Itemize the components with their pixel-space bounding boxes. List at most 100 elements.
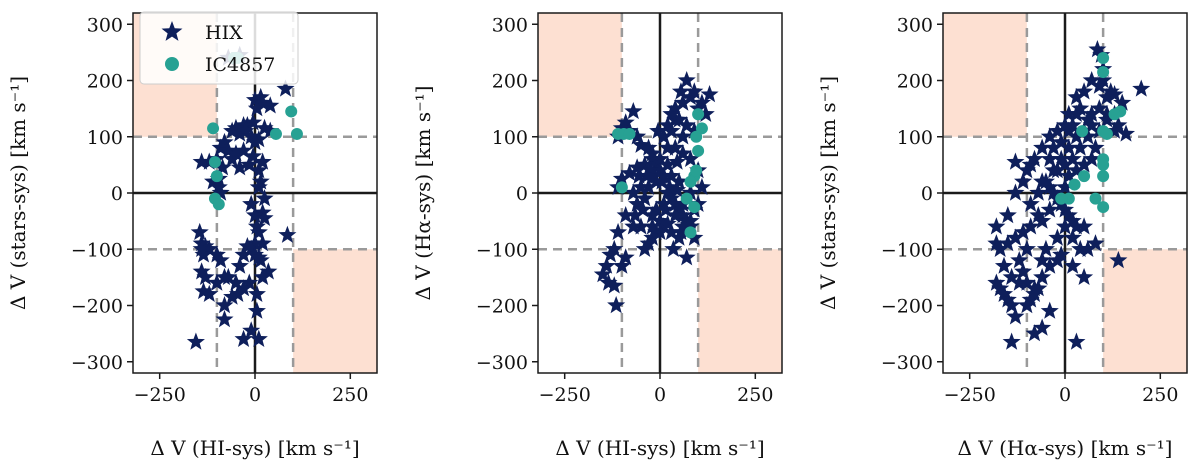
hix-star-point xyxy=(230,158,249,176)
hix-star-point xyxy=(245,234,265,252)
hix-star-point xyxy=(1052,149,1071,167)
hix-star-point xyxy=(666,138,685,156)
hix-star-point xyxy=(681,149,700,167)
hix-star-point xyxy=(192,262,211,280)
hix-star-point xyxy=(253,234,272,252)
hix-star-point xyxy=(1075,217,1094,235)
ic4857-circle-point xyxy=(208,156,221,169)
hix-star-point xyxy=(244,113,263,131)
y-tick-label: 100 xyxy=(87,127,123,149)
hix-star-point xyxy=(253,203,272,221)
hix-star-point xyxy=(251,87,270,106)
hix-star-point xyxy=(238,236,257,255)
hix-star-point xyxy=(631,217,650,235)
legend-circle-icon xyxy=(165,57,179,71)
x-tick-label: 250 xyxy=(737,384,773,406)
hix-star-point xyxy=(194,281,213,300)
ic4857-circle-point xyxy=(623,127,636,140)
ic4857-circle-point xyxy=(1097,201,1110,214)
hix-star-point xyxy=(242,321,261,339)
y-tick-label: −100 xyxy=(71,239,123,261)
hix-star-point xyxy=(639,234,658,252)
hix-star-point xyxy=(219,141,238,159)
hix-star-point xyxy=(662,189,681,207)
hix-star-point xyxy=(998,290,1017,308)
ic4857-circle-point xyxy=(1100,127,1113,140)
hix-star-point xyxy=(1101,82,1120,100)
hix-star-point xyxy=(1082,71,1101,89)
ic4857-circle-point xyxy=(212,198,225,211)
hix-star-point xyxy=(616,206,635,224)
shaded-region-bottom-right xyxy=(293,249,377,373)
hix-star-point xyxy=(1063,211,1082,229)
hix-star-point xyxy=(1033,211,1052,229)
ic4857-circle-point xyxy=(1097,158,1110,171)
shaded-region-top-left xyxy=(943,13,1027,137)
hix-star-point xyxy=(671,222,690,241)
y-tick-label: 200 xyxy=(87,71,123,93)
hix-star-point xyxy=(226,144,245,162)
hix-star-point xyxy=(700,85,719,103)
hix-star-point xyxy=(628,158,647,176)
hix-star-point xyxy=(1033,267,1052,286)
legend: HIX IC4857 xyxy=(139,11,299,85)
hix-star-point xyxy=(685,228,704,246)
hix-star-point xyxy=(1059,206,1078,224)
shaded-region-bottom-right xyxy=(1103,249,1187,373)
hix-star-point xyxy=(635,155,654,173)
hix-star-point xyxy=(637,166,656,184)
hix-star-point xyxy=(643,228,662,246)
hix-star-point xyxy=(1090,76,1109,94)
hix-star-point xyxy=(643,144,662,162)
hix-star-point xyxy=(1002,296,1021,314)
hix-star-point xyxy=(211,138,230,156)
hix-star-point xyxy=(1067,161,1086,179)
ic4857-circle-point xyxy=(210,170,223,183)
y-tick-label: 0 xyxy=(111,183,123,205)
ic4857-circle-point xyxy=(1068,178,1081,191)
panel-stars-vs-halpha: −250 0 250 −300 −200 −100 0 100 200 300 Δ V (Hα-sy… xyxy=(816,12,1188,460)
ic4857-circle-point xyxy=(690,164,703,177)
hix-star-point xyxy=(240,273,259,291)
hix-star-point xyxy=(673,127,692,145)
hix-star-point xyxy=(631,135,650,153)
hix-star-point xyxy=(234,245,253,263)
y-axis-label: Δ V (Hα-sys) [km s⁻¹] xyxy=(411,86,435,301)
hix-star-point xyxy=(242,194,261,212)
legend-label-ic4857: IC4857 xyxy=(205,54,275,76)
y-tick-label: −300 xyxy=(881,352,933,374)
hix-star-point xyxy=(1082,104,1101,122)
hix-star-point xyxy=(1029,183,1048,201)
hix-star-point xyxy=(249,161,268,179)
hix-star-point xyxy=(253,152,272,170)
hix-star-point xyxy=(1033,138,1052,156)
hix-star-point xyxy=(650,222,670,241)
y-tick-label: 300 xyxy=(492,14,528,36)
y-tick-label: −200 xyxy=(881,296,933,318)
hix-star-point xyxy=(639,177,658,196)
hix-star-point xyxy=(658,116,677,134)
hix-star-point xyxy=(673,93,692,111)
hix-star-point xyxy=(1055,116,1075,134)
hix-star-point xyxy=(677,248,696,266)
x-tick-label: 0 xyxy=(249,384,261,406)
hix-star-point xyxy=(650,149,670,167)
hix-star-point xyxy=(226,118,245,136)
hix-star-point xyxy=(1021,194,1040,212)
panel-stars-vs-hi: −250 0 250 −300 −200 −100 0 100 200 300 Δ V (HI-sy… xyxy=(6,12,378,460)
hix-star-point xyxy=(1055,177,1075,196)
hix-star-point xyxy=(612,169,631,187)
hix-star-point xyxy=(1029,206,1048,224)
hix-star-point xyxy=(200,284,219,302)
hix-star-point xyxy=(673,217,692,235)
hix-star-point xyxy=(240,155,259,173)
y-axis-label: Δ V (stars-sys) [km s⁻¹] xyxy=(6,76,30,310)
hix-star-point xyxy=(247,301,266,319)
ic4857-circle-point xyxy=(684,226,697,239)
ic4857-circle-point xyxy=(1089,192,1102,205)
hix-star-point xyxy=(664,239,683,257)
y-tick-label: −300 xyxy=(71,352,123,374)
hix-star-point xyxy=(1021,155,1040,173)
hix-star-point xyxy=(1067,104,1086,122)
